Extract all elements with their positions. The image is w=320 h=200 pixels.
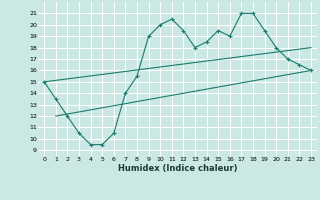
X-axis label: Humidex (Indice chaleur): Humidex (Indice chaleur) bbox=[118, 164, 237, 173]
